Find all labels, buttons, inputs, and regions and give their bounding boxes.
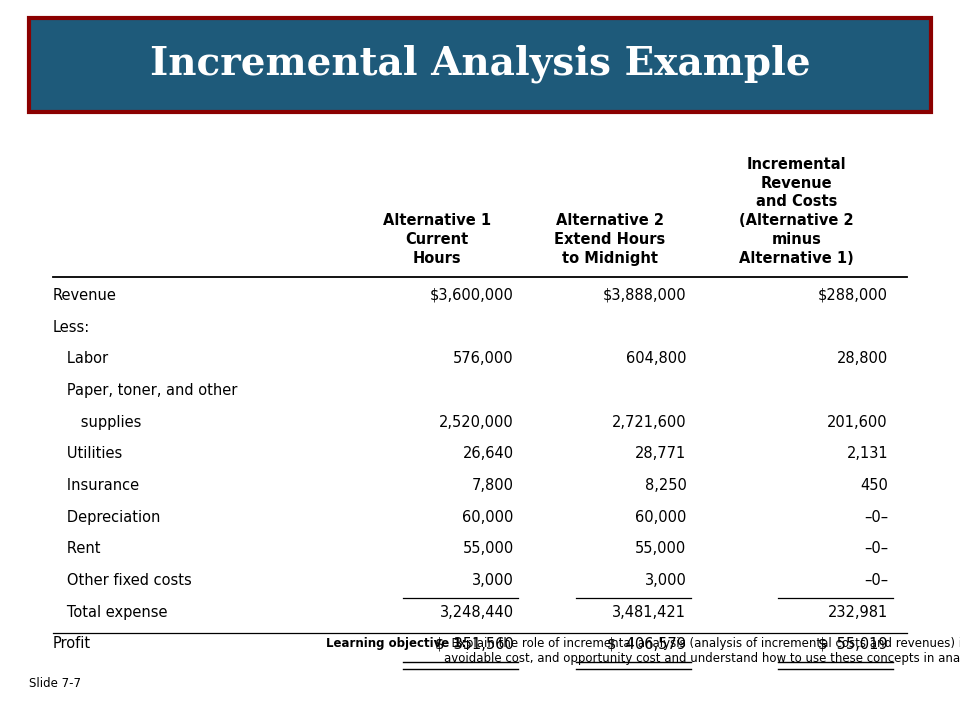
Text: Explain the role of incremental analysis (analysis of incremental costs and reve: Explain the role of incremental analysis… [444,637,960,665]
Text: $288,000: $288,000 [818,288,888,303]
Text: $3,600,000: $3,600,000 [430,288,514,303]
Text: Hours: Hours [413,251,461,266]
Text: 28,800: 28,800 [837,351,888,366]
Text: Current: Current [405,232,468,247]
Text: Learning objective 1:: Learning objective 1: [326,637,467,650]
Text: 201,600: 201,600 [828,415,888,430]
Text: 7,800: 7,800 [471,478,514,493]
Text: Alternative 1: Alternative 1 [383,213,491,228]
Text: 450: 450 [860,478,888,493]
Text: Alternative 1): Alternative 1) [739,251,854,266]
Text: Profit: Profit [53,636,91,652]
Text: Slide 7-7: Slide 7-7 [29,677,81,690]
Text: Incremental: Incremental [747,157,847,172]
Text: 2,131: 2,131 [847,446,888,462]
Text: 55,000: 55,000 [636,541,686,557]
Text: $  351,560: $ 351,560 [435,636,514,652]
Text: 55,000: 55,000 [463,541,514,557]
Text: 26,640: 26,640 [463,446,514,462]
Text: –0–: –0– [864,541,888,557]
Text: 8,250: 8,250 [644,478,686,493]
Text: 3,000: 3,000 [471,573,514,588]
Text: to Midnight: to Midnight [562,251,658,266]
Text: Utilities: Utilities [53,446,122,462]
Text: 604,800: 604,800 [626,351,686,366]
Text: Insurance: Insurance [53,478,139,493]
Text: minus: minus [772,232,822,247]
Text: 3,000: 3,000 [644,573,686,588]
Text: Revenue: Revenue [53,288,117,303]
Text: 232,981: 232,981 [828,605,888,620]
Text: Revenue: Revenue [761,176,832,191]
Text: –0–: –0– [864,510,888,525]
Text: Alternative 2: Alternative 2 [556,213,663,228]
Text: and Costs: and Costs [756,194,837,210]
Text: Other fixed costs: Other fixed costs [53,573,192,588]
Text: 2,721,600: 2,721,600 [612,415,686,430]
Text: supplies: supplies [53,415,141,430]
Text: $  406,579: $ 406,579 [608,636,686,652]
Text: $3,888,000: $3,888,000 [603,288,686,303]
Text: Less:: Less: [53,320,90,335]
Text: Paper, toner, and other: Paper, toner, and other [53,383,237,398]
Text: Depreciation: Depreciation [53,510,160,525]
Text: Incremental Analysis Example: Incremental Analysis Example [150,44,810,83]
Text: 60,000: 60,000 [635,510,686,525]
Text: 2,520,000: 2,520,000 [439,415,514,430]
Text: 60,000: 60,000 [462,510,514,525]
Text: 28,771: 28,771 [636,446,686,462]
Text: –0–: –0– [864,573,888,588]
Text: Rent: Rent [53,541,100,557]
Text: 3,481,421: 3,481,421 [612,605,686,620]
Text: 3,248,440: 3,248,440 [440,605,514,620]
Text: (Alternative 2: (Alternative 2 [739,213,854,228]
Text: Extend Hours: Extend Hours [554,232,665,247]
Text: $  55,019: $ 55,019 [818,636,888,652]
Text: Labor: Labor [53,351,108,366]
Text: Total expense: Total expense [53,605,167,620]
Text: 576,000: 576,000 [453,351,514,366]
